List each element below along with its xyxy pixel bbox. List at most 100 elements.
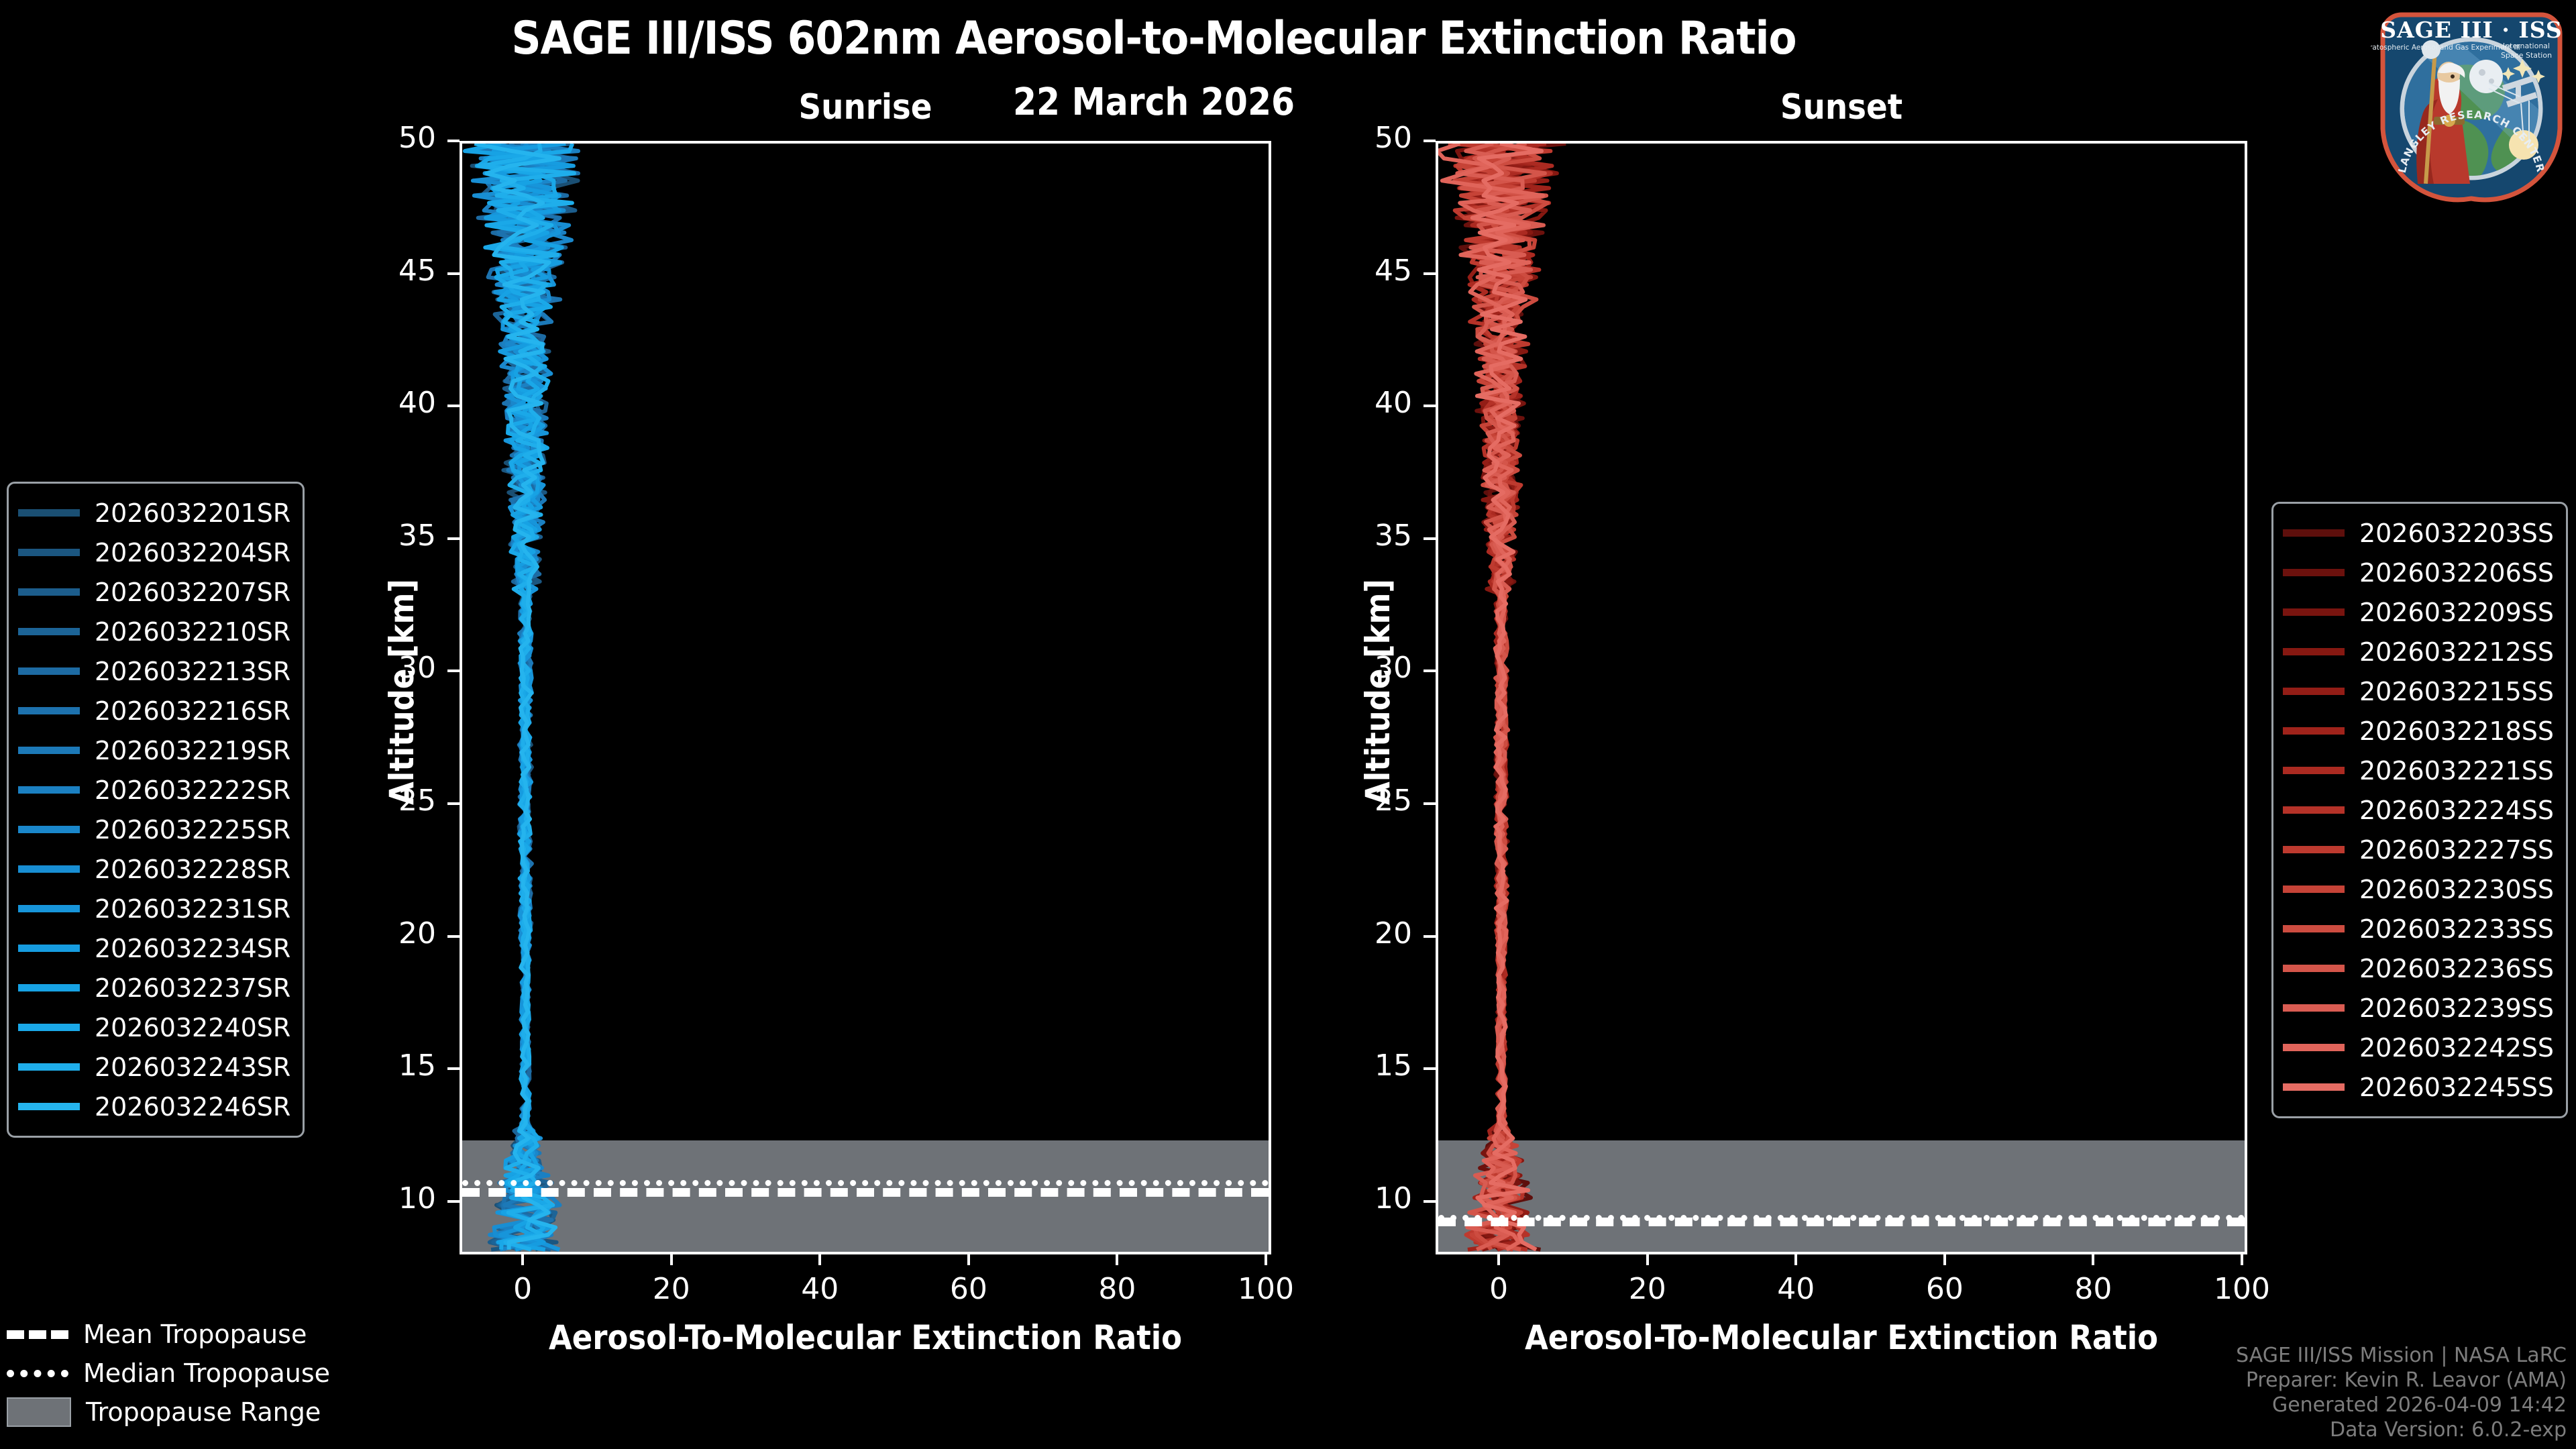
legend-color-swatch [2283, 925, 2345, 932]
legend-item[interactable]: 2026032204SR [18, 533, 290, 572]
legend-item[interactable]: 2026032222SR [18, 770, 290, 810]
legend-color-swatch [2283, 767, 2345, 774]
x-tick-mark [521, 1253, 525, 1265]
footer-line-generated: Generated 2026-04-09 14:42 [2271, 1393, 2567, 1417]
legend-item[interactable]: 2026032206SS [2283, 553, 2554, 592]
legend-label: 2026032236SS [2359, 953, 2555, 983]
y-tick-label: 20 [1375, 916, 1412, 951]
legend-item[interactable]: 2026032236SS [2283, 949, 2554, 988]
plot-area-sunrise [460, 141, 1271, 1254]
x-axis-label-sunset: Aerosol-To-Molecular Extinction Ratio [1524, 1318, 2159, 1357]
legend-label-tropopause-range: Tropopause Range [86, 1397, 321, 1427]
legend-item[interactable]: 2026032239SS [2283, 988, 2554, 1028]
legend-color-swatch [18, 1024, 80, 1031]
legend-item[interactable]: 2026032245SS [2283, 1067, 2554, 1107]
legend-label: 2026032231SR [95, 894, 291, 924]
x-tick-label: 60 [949, 1272, 987, 1306]
legend-label: 2026032209SS [2359, 597, 2555, 627]
legend-item-tropopause-range[interactable]: Tropopause Range [7, 1393, 330, 1432]
legend-label: 2026032201SR [95, 498, 291, 528]
x-tick-label: 0 [1489, 1272, 1509, 1306]
x-tick-label: 80 [1098, 1272, 1136, 1306]
legend-color-swatch [2283, 648, 2345, 655]
x-tick-label: 40 [1777, 1272, 1815, 1306]
legend-item[interactable]: 2026032237SR [18, 968, 290, 1008]
legend-color-swatch [18, 667, 80, 675]
legend-item[interactable]: 2026032218SS [2283, 711, 2554, 751]
legend-label: 2026032207SR [95, 577, 291, 607]
dotted-line-icon [7, 1369, 68, 1377]
legend-color-swatch [18, 945, 80, 952]
legend-item[interactable]: 2026032213SR [18, 651, 290, 691]
legend-item[interactable]: 2026032221SS [2283, 751, 2554, 790]
legend-item[interactable]: 2026032207SR [18, 572, 290, 612]
legend-label: 2026032242SS [2359, 1032, 2555, 1063]
legend-label: 2026032228SR [95, 854, 291, 884]
legend-item[interactable]: 2026032225SR [18, 810, 290, 849]
legend-color-swatch [2283, 1004, 2345, 1012]
legend-label: 2026032246SR [95, 1091, 291, 1122]
page-subtitle-date: 22 March 2026 [1012, 80, 1295, 124]
y-tick-mark [447, 272, 460, 275]
legend-item[interactable]: 2026032230SS [2283, 869, 2554, 909]
legend-item[interactable]: 2026032210SR [18, 612, 290, 651]
panel-title-sunrise: Sunrise [798, 87, 932, 127]
legend-color-swatch [2283, 688, 2345, 695]
mean-tropopause-line-sunrise [462, 1188, 1269, 1197]
y-tick-mark [1424, 802, 1436, 806]
legend-item-mean-tropopause[interactable]: Mean Tropopause [7, 1315, 330, 1354]
x-tick-label: 20 [1628, 1272, 1666, 1306]
legend-item[interactable]: 2026032246SR [18, 1087, 290, 1126]
legend-label: 2026032245SS [2359, 1072, 2555, 1102]
legend-label: 2026032204SR [95, 537, 291, 568]
y-tick-label: 40 [398, 386, 436, 421]
legend-item[interactable]: 2026032219SR [18, 731, 290, 770]
y-tick-mark [447, 537, 460, 540]
legend-item[interactable]: 2026032224SS [2283, 790, 2554, 830]
legend-color-swatch [18, 826, 80, 833]
y-tick-label: 50 [398, 121, 436, 155]
legend-label: 2026032219SR [95, 735, 291, 765]
x-axis-label-sunrise: Aerosol-To-Molecular Extinction Ratio [548, 1318, 1183, 1357]
legend-item[interactable]: 2026032212SS [2283, 632, 2554, 672]
legend-label: 2026032215SS [2359, 676, 2555, 706]
legend-label: 2026032225SR [95, 814, 291, 845]
median-tropopause-line-sunrise [462, 1180, 1269, 1187]
dashed-line-icon [7, 1330, 68, 1339]
legend-item[interactable]: 2026032233SS [2283, 909, 2554, 949]
legend-label: 2026032240SR [95, 1012, 291, 1042]
legend-label: 2026032213SR [95, 656, 291, 686]
y-axis-label-sunset: Altitude [km] [1358, 579, 1397, 805]
legend-item[interactable]: 2026032243SR [18, 1047, 290, 1087]
legend-item[interactable]: 2026032203SS [2283, 513, 2554, 553]
legend-sunrise[interactable]: 2026032201SR 2026032204SR 2026032207SR 2026… [7, 482, 305, 1138]
y-tick-mark [447, 1199, 460, 1203]
legend-item[interactable]: 2026032216SR [18, 691, 290, 731]
legend-color-swatch [18, 549, 80, 556]
x-tick-mark [1265, 1253, 1267, 1265]
legend-item[interactable]: 2026032201SR [18, 493, 290, 533]
y-tick-label: 35 [398, 518, 436, 553]
legend-item[interactable]: 2026032227SS [2283, 830, 2554, 869]
legend-color-swatch [2283, 806, 2345, 814]
legend-item[interactable]: 2026032240SR [18, 1008, 290, 1047]
legend-color-swatch [18, 628, 80, 635]
x-tick-label: 40 [801, 1272, 839, 1306]
x-tick-mark [669, 1253, 673, 1265]
legend-tropopause[interactable]: Mean Tropopause Median Tropopause Tropop… [7, 1315, 330, 1432]
legend-item[interactable]: 2026032242SS [2283, 1028, 2554, 1067]
legend-item[interactable]: 2026032234SR [18, 928, 290, 968]
x-tick-label: 100 [1238, 1272, 1294, 1306]
legend-item[interactable]: 2026032228SR [18, 849, 290, 889]
legend-sunset[interactable]: 2026032203SS 2026032206SS 2026032209SS 2026… [2271, 502, 2569, 1118]
x-tick-mark [1943, 1253, 1946, 1265]
legend-item[interactable]: 2026032209SS [2283, 592, 2554, 632]
legend-label: 2026032224SS [2359, 795, 2555, 825]
legend-label: 2026032239SS [2359, 993, 2555, 1023]
legend-label: 2026032233SS [2359, 914, 2555, 944]
svg-text:Stratospheric Aerosol and Gas: Stratospheric Aerosol and Gas Experiment… [2371, 44, 2520, 52]
legend-item[interactable]: 2026032231SR [18, 889, 290, 928]
legend-item[interactable]: 2026032215SS [2283, 672, 2554, 711]
y-tick-label: 20 [398, 916, 436, 951]
legend-item-median-tropopause[interactable]: Median Tropopause [7, 1354, 330, 1393]
